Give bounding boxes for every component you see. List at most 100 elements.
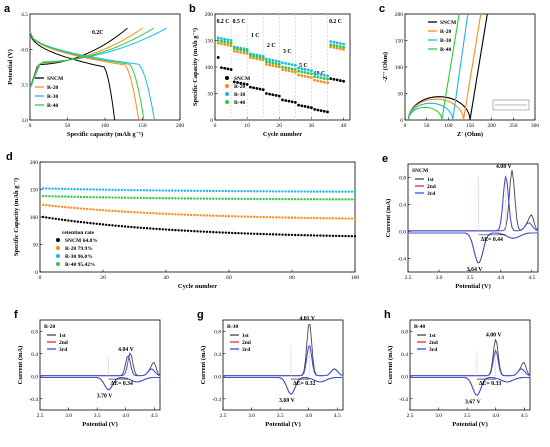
- point-R-30: [82, 188, 86, 191]
- point-SNCM: [152, 227, 155, 230]
- point-R-40: [319, 76, 323, 80]
- x-tick-label-d: 0: [39, 275, 42, 281]
- point-R-30: [117, 188, 120, 192]
- point-R-30: [183, 189, 187, 192]
- point-SNCM: [92, 222, 95, 225]
- point-R-40: [220, 39, 223, 43]
- point-R-40: [202, 197, 205, 200]
- point-R-30: [281, 190, 284, 193]
- point-R-40: [268, 60, 272, 64]
- legend-title: retention rate: [62, 230, 95, 236]
- point-R-20: [127, 210, 130, 214]
- point-R-40: [232, 47, 236, 50]
- point-SNCM: [303, 234, 306, 237]
- point-R-30: [300, 190, 303, 193]
- cv-curve-3rd: [223, 345, 344, 395]
- point-R-30: [347, 190, 350, 193]
- point-R-40: [290, 197, 294, 201]
- x-tick-label-c: 150: [466, 123, 475, 129]
- point-SNCM: [350, 234, 354, 238]
- legend-label: 2nd: [242, 340, 251, 346]
- point-R-30: [293, 190, 297, 193]
- point-SNCM: [111, 224, 114, 227]
- point-SNCM: [313, 108, 317, 111]
- point-R-40: [342, 45, 345, 49]
- point-SNCM: [193, 229, 196, 233]
- point-SNCM: [57, 218, 61, 221]
- y-axis-title-f: Current (mA): [17, 346, 24, 385]
- point-R-20: [224, 214, 228, 218]
- point-SNCM: [265, 92, 268, 95]
- point-R-30: [306, 190, 309, 193]
- point-R-20: [234, 215, 237, 218]
- point-R-20: [216, 41, 220, 45]
- point-R-30: [216, 36, 220, 40]
- point-R-20: [341, 217, 344, 220]
- point-R-40: [335, 44, 339, 48]
- point-R-30: [45, 187, 48, 190]
- point-R-40: [309, 198, 313, 201]
- point-R-30: [136, 189, 139, 192]
- y-tick-label-f: -0.4: [29, 397, 38, 403]
- point-R-30: [155, 189, 158, 192]
- point-R-30: [338, 190, 341, 193]
- point-SNCM: [89, 221, 92, 225]
- point-R-40: [350, 198, 354, 201]
- point-R-30: [284, 190, 287, 193]
- plot-frame-h: [409, 319, 531, 411]
- point-SNCM: [249, 232, 253, 235]
- point-SNCM: [234, 231, 237, 235]
- panel-f: f 2.5 3.0 3.5 4.0 4.5 -0.4 0.0 0.4 0.8 Potential (…: [14, 309, 161, 428]
- point-R-30: [313, 71, 317, 75]
- point-R-20: [41, 203, 45, 207]
- y-tick-label-c: 0: [400, 118, 403, 124]
- point-R-30: [111, 188, 114, 192]
- point-R-40: [67, 195, 70, 198]
- legend-marker: [56, 254, 60, 258]
- point-SNCM: [101, 223, 105, 226]
- rate-annotation: 0.2C: [92, 30, 103, 36]
- y-tick-label-g: 0.8: [214, 329, 221, 335]
- point-R-30: [322, 73, 326, 77]
- point-R-20: [268, 63, 272, 67]
- point-R-30: [275, 190, 278, 193]
- point-SNCM: [316, 234, 319, 237]
- point-R-30: [177, 189, 180, 192]
- y-tick-label-b: 50: [208, 92, 214, 98]
- point-R-20: [319, 80, 323, 83]
- point-R-20: [57, 205, 61, 208]
- point-R-20: [190, 213, 193, 217]
- point-R-20: [265, 215, 268, 219]
- point-R-40: [265, 197, 268, 201]
- y-tick-label-b: 100: [205, 65, 214, 71]
- cv-curve-2nd: [40, 355, 161, 391]
- point-R-20: [180, 213, 183, 216]
- point-R-20: [342, 48, 345, 51]
- point-SNCM: [306, 234, 309, 237]
- point-R-40: [245, 49, 249, 53]
- point-SNCM: [341, 234, 344, 238]
- point-R-40: [300, 198, 303, 201]
- x-tick-label-f: 3.5: [94, 413, 101, 419]
- point-R-40: [234, 197, 237, 201]
- point-R-40: [190, 197, 193, 200]
- y-axis-title-e: Current (mA): [385, 199, 392, 238]
- x-tick-label-c: 300: [531, 123, 540, 129]
- legend-marker: [225, 92, 229, 96]
- point-R-30: [344, 190, 347, 193]
- point-R-30: [237, 189, 240, 193]
- point-R-30: [274, 59, 278, 63]
- x-tick-label-a: 50: [65, 123, 71, 129]
- point-R-20: [271, 216, 275, 219]
- point-SNCM: [329, 77, 333, 81]
- point-R-40: [70, 195, 73, 198]
- point-R-30: [328, 190, 331, 193]
- point-SNCM: [322, 234, 325, 237]
- point-R-20: [196, 213, 199, 217]
- point-R-20: [262, 215, 265, 219]
- point-R-40: [108, 196, 111, 199]
- point-SNCM: [332, 77, 336, 81]
- point-R-40: [227, 197, 231, 201]
- x-axis-title-b: Cycle number: [263, 131, 302, 138]
